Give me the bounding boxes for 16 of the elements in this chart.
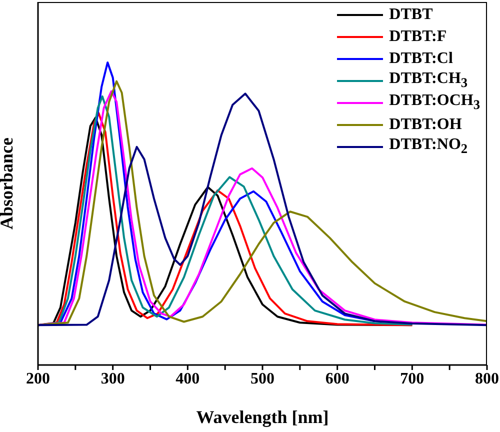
x-tick-label: 400 — [176, 370, 200, 388]
x-axis-title: Wavelength [nm] — [196, 407, 329, 427]
legend-label: DTBT:Cl — [389, 50, 453, 68]
legend-label: DTBT — [389, 6, 433, 24]
legend-label: DTBT:CH$_{3}$ — [389, 70, 468, 92]
x-tick-label: 700 — [400, 370, 424, 388]
x-tick-label: 600 — [325, 370, 350, 388]
legend-label: DTBT:OCH$_{3}$ — [389, 92, 480, 114]
legend-label: DTBT:NO$_{2}$ — [389, 136, 468, 158]
legend-label: DTBT:OH — [389, 116, 462, 134]
legend-label: DTBT:F — [389, 28, 447, 46]
y-axis-title: Absorbance — [0, 137, 16, 230]
x-tick-label: 500 — [250, 370, 274, 388]
x-tick-label: 200 — [26, 370, 50, 388]
x-tick-label: 300 — [100, 370, 125, 388]
x-tick-label: 800 — [475, 370, 499, 388]
